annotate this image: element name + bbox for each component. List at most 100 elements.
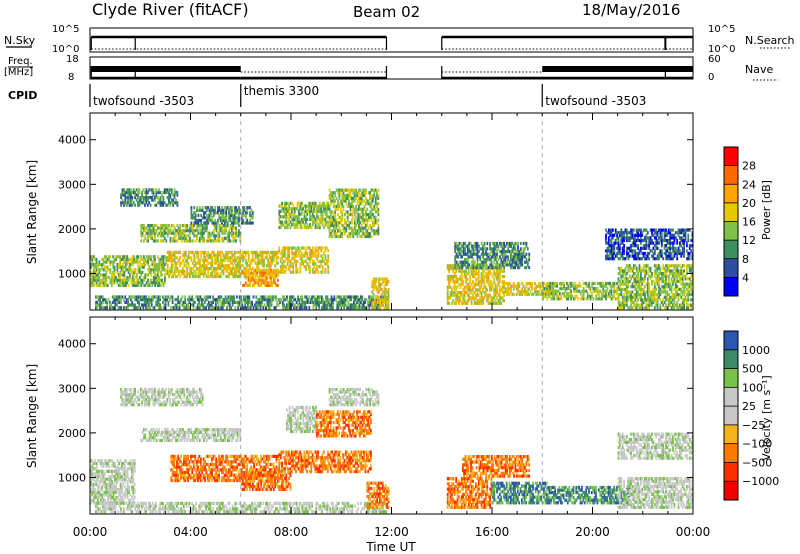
range-cell [507, 263, 510, 267]
range-cell [172, 224, 175, 228]
range-cell [156, 303, 159, 307]
range-cell [115, 295, 118, 299]
range-cell [356, 234, 359, 238]
range-cell [490, 280, 493, 284]
range-cell [476, 291, 479, 295]
range-cell [305, 249, 307, 253]
range-cell [490, 288, 493, 292]
range-cell [115, 278, 117, 282]
range-cell [228, 239, 230, 243]
range-cell [511, 241, 514, 246]
range-cell [501, 291, 504, 295]
range-cell [358, 232, 360, 236]
range-cell [200, 250, 203, 254]
range-cell [159, 265, 162, 269]
range-cell [197, 266, 200, 271]
range-cell [506, 241, 508, 246]
range-cell [645, 290, 648, 294]
range-cell [646, 290, 649, 294]
range-cell [260, 271, 263, 275]
range-cell [123, 255, 126, 259]
range-cell [205, 224, 208, 228]
range-cell [662, 277, 665, 281]
range-cell [321, 259, 324, 263]
range-cell [182, 229, 184, 233]
range-cell [159, 231, 162, 235]
range-cell [325, 298, 327, 302]
range-cell [349, 196, 352, 200]
range-cell [379, 300, 382, 305]
range-cell [487, 299, 490, 303]
range-cell [256, 298, 259, 302]
range-cell [134, 270, 137, 274]
range-cell [365, 234, 367, 238]
range-cell [224, 218, 226, 223]
range-cell [295, 270, 297, 274]
range-cell [228, 272, 230, 276]
range-cell [624, 287, 627, 291]
range-cell [651, 300, 653, 305]
range-cell [145, 198, 148, 202]
range-cell [253, 283, 256, 287]
range-cell [358, 215, 360, 219]
range-cell [598, 292, 600, 296]
range-cell [325, 295, 327, 299]
range-cell [238, 300, 241, 304]
range-cell [250, 250, 253, 254]
range-cell [465, 260, 468, 264]
range-cell [215, 269, 218, 273]
range-cell [496, 285, 498, 289]
range-cell [339, 199, 342, 203]
range-cell [208, 208, 211, 212]
range-cell [232, 231, 235, 235]
range-cell [98, 268, 101, 272]
nsky-traces [90, 35, 694, 50]
range-cell [190, 250, 193, 254]
range-cell [169, 258, 172, 263]
range-cell [288, 209, 290, 213]
range-cell [556, 292, 558, 296]
range-cell [619, 282, 621, 286]
range-cell [235, 208, 237, 212]
range-cell [382, 298, 384, 302]
range-cell [129, 276, 131, 280]
range-cell [328, 223, 331, 228]
range-cell [208, 274, 211, 279]
range-cell [203, 239, 205, 243]
range-cell [487, 255, 490, 259]
range-cell [267, 283, 270, 287]
range-cell [631, 269, 634, 273]
range-cell [168, 298, 171, 302]
range-cell [486, 247, 489, 251]
range-cell [221, 218, 223, 223]
range-cell [185, 303, 188, 307]
range-cell [154, 270, 156, 274]
range-cell [627, 264, 630, 268]
range-cell [113, 273, 116, 277]
range-cell [146, 303, 149, 307]
range-cell [339, 191, 342, 195]
range-cell [338, 215, 341, 219]
range-cell [362, 193, 364, 198]
range-cell [386, 300, 389, 305]
range-cell [235, 300, 238, 304]
range-cell [589, 297, 592, 301]
range-cell [274, 253, 277, 257]
range-cell [503, 274, 505, 279]
range-cell [292, 254, 295, 258]
range-cell [646, 264, 649, 268]
range-cell [383, 298, 386, 302]
range-cell [351, 202, 353, 206]
range-cell [190, 229, 193, 233]
range-cell [465, 291, 467, 295]
range-cell [285, 209, 288, 213]
range-cell [313, 215, 316, 219]
range-cell [207, 221, 210, 225]
range-cell [341, 232, 344, 236]
range-cell [254, 303, 256, 307]
range-cell [122, 265, 124, 269]
range-cell [344, 221, 346, 225]
range-cell [281, 306, 284, 310]
range-cell [249, 278, 251, 282]
range-cell [352, 232, 355, 236]
